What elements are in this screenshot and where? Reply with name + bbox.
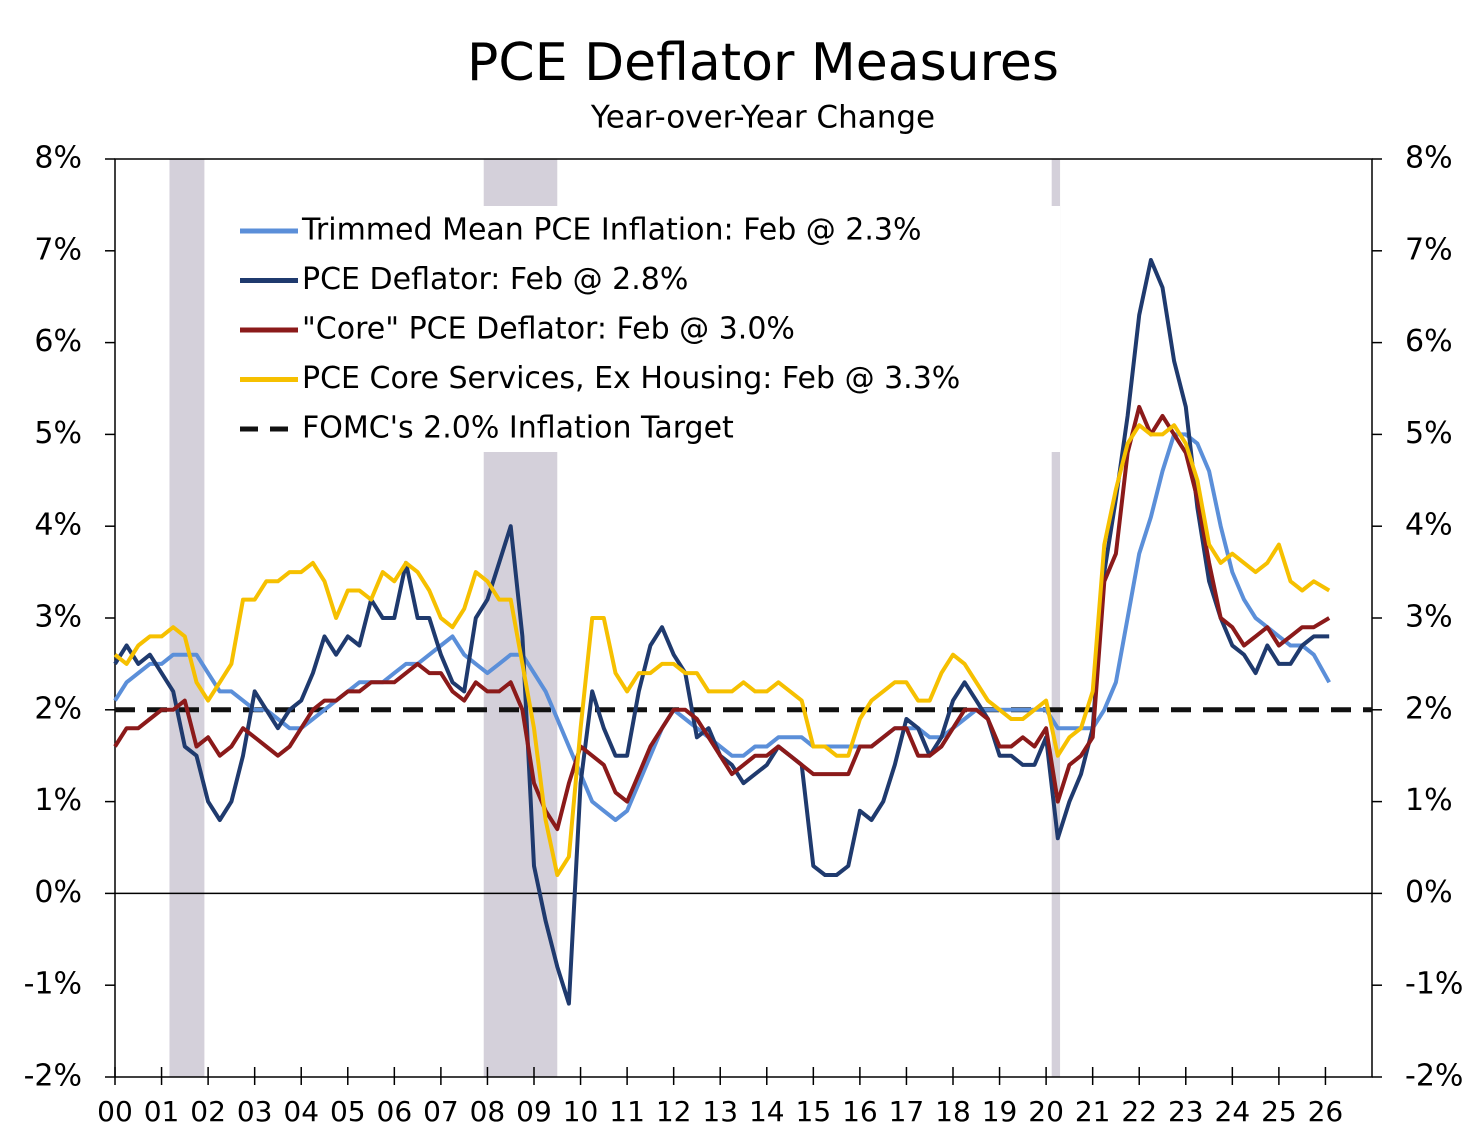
x-tick-label: 12	[656, 1095, 692, 1128]
legend-label: FOMC's 2.0% Inflation Target	[302, 411, 734, 446]
x-tick-label: 05	[330, 1095, 366, 1128]
legend-label: Trimmed Mean PCE Inflation: Feb @ 2.3%	[301, 213, 922, 248]
y2-tick-label: 5%	[1405, 416, 1453, 451]
y2-tick-label: -2%	[1405, 1059, 1463, 1094]
y2-tick-label: -1%	[1405, 967, 1463, 1002]
y-tick-label: 3%	[34, 600, 82, 635]
x-tick-label: 26	[1308, 1095, 1344, 1128]
legend-label: PCE Deflator: Feb @ 2.8%	[302, 262, 688, 297]
y-tick-label: 5%	[34, 416, 82, 451]
recession-band	[169, 159, 205, 1077]
y-tick-label: 8%	[34, 141, 82, 176]
y2-tick-label: 2%	[1405, 691, 1453, 726]
x-tick-label: 21	[1075, 1095, 1111, 1128]
x-tick-label: 13	[702, 1095, 738, 1128]
legend-background	[210, 206, 1060, 452]
y2-tick-label: 6%	[1405, 324, 1453, 359]
y2-tick-label: 0%	[1405, 875, 1453, 910]
x-tick-label: 25	[1261, 1095, 1297, 1128]
y-tick-label: 0%	[34, 875, 82, 910]
x-tick-label: 23	[1168, 1095, 1204, 1128]
y-tick-label: 4%	[34, 508, 82, 543]
x-tick-label: 01	[144, 1095, 180, 1128]
x-tick-label: 02	[190, 1095, 226, 1128]
recession-band	[1051, 159, 1061, 1077]
y2-tick-label: 7%	[1405, 232, 1453, 267]
x-tick-label: 04	[283, 1095, 319, 1128]
series-line	[113, 423, 1331, 877]
y-tick-label: 6%	[34, 324, 82, 359]
x-tick-label: 16	[842, 1095, 878, 1128]
x-tick-label: 19	[982, 1095, 1018, 1128]
y-tick-label: -2%	[24, 1059, 82, 1094]
y2-tick-label: 8%	[1405, 141, 1453, 176]
chart-title: PCE Deflator Measures	[467, 33, 1059, 93]
chart-subtitle: Year-over-Year Change	[590, 100, 935, 136]
y-tick-label: -1%	[24, 967, 82, 1002]
x-tick-label: 17	[889, 1095, 925, 1128]
x-tick-label: 24	[1215, 1095, 1251, 1128]
y-tick-label: 7%	[34, 232, 82, 267]
x-tick-label: 22	[1121, 1095, 1157, 1128]
y2-tick-label: 4%	[1405, 508, 1453, 543]
x-tick-label: 11	[609, 1095, 645, 1128]
y-tick-label: 1%	[34, 783, 82, 818]
legend-label: PCE Core Services, Ex Housing: Feb @ 3.3…	[302, 361, 960, 396]
x-tick-label: 08	[470, 1095, 506, 1128]
x-tick-label: 00	[97, 1095, 133, 1128]
x-tick-label: 06	[377, 1095, 413, 1128]
series-line	[113, 404, 1331, 832]
y-tick-label: 2%	[34, 691, 82, 726]
x-tick-label: 14	[749, 1095, 785, 1128]
series-line	[113, 432, 1331, 822]
x-tick-label: 18	[935, 1095, 971, 1128]
x-tick-label: 03	[237, 1095, 273, 1128]
x-tick-label: 10	[563, 1095, 599, 1128]
legend-label: "Core" PCE Deflator: Feb @ 3.0%	[302, 312, 795, 347]
x-tick-label: 09	[516, 1095, 552, 1128]
y2-tick-label: 3%	[1405, 600, 1453, 635]
x-tick-label: 15	[796, 1095, 832, 1128]
y2-tick-label: 1%	[1405, 783, 1453, 818]
x-tick-label: 07	[423, 1095, 459, 1128]
x-tick-label: 20	[1028, 1095, 1064, 1128]
